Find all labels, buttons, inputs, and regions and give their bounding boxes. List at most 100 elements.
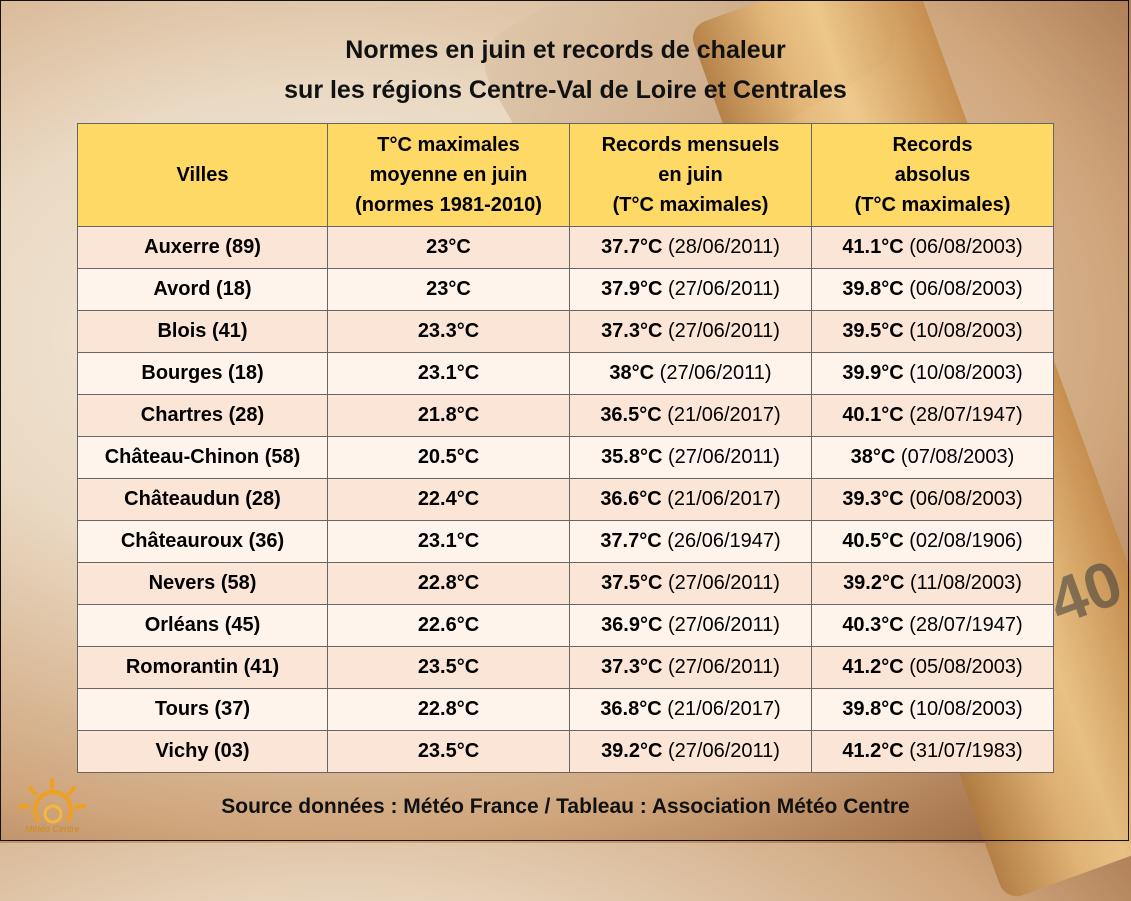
header-monthly-record: Records mensuels en juin (T°C maximales) — [569, 123, 812, 227]
city-cell: Châteauroux (36) — [77, 520, 328, 563]
monthly-record-cell: 37.9°C (27/06/2011) — [569, 268, 812, 311]
monthly-record-value: 37.7°C — [601, 236, 663, 258]
header-norm-line: moyenne en juin — [369, 164, 528, 186]
table-row: Vichy (03) 23.5°C 39.2°C (27/06/2011) 41.2°… — [77, 730, 1054, 773]
absolute-record-value: 40.3°C — [842, 614, 904, 636]
norm-cell: 22.4°C — [327, 478, 570, 521]
header-absolute-line: absolus — [894, 164, 971, 186]
header-absolute-line: (T°C maximales) — [854, 194, 1011, 216]
table-row: Nevers (58) 22.8°C 37.5°C (27/06/2011) 39.2… — [77, 562, 1054, 605]
absolute-record-date: (06/08/2003) — [909, 236, 1023, 258]
table-row: Chartres (28) 21.8°C 36.5°C (21/06/2017) 40… — [77, 394, 1054, 437]
city-cell: Tours (37) — [77, 688, 328, 731]
monthly-record-value: 37.5°C — [601, 572, 663, 594]
table-row: Blois (41) 23.3°C 37.3°C (27/06/2011) 39.5°… — [77, 310, 1054, 353]
city-cell: Auxerre (89) — [77, 226, 328, 269]
city-cell: Châteaudun (28) — [77, 478, 328, 521]
table-row: Auxerre (89) 23°C 37.7°C (28/06/2011) 41.1°… — [77, 226, 1054, 269]
monthly-record-value: 38°C — [609, 362, 655, 384]
monthly-record-cell: 39.2°C (27/06/2011) — [569, 730, 812, 773]
norm-cell: 23.1°C — [327, 520, 570, 563]
title-line-1: Normes en juin et records de chaleur — [345, 36, 786, 64]
source-note: Source données : Météo France / Tableau … — [221, 795, 910, 818]
absolute-record-cell: 40.5°C (02/08/1906) — [811, 520, 1054, 563]
header-norm: T°C maximales moyenne en juin (normes 19… — [327, 123, 570, 227]
monthly-record-value: 37.9°C — [601, 278, 663, 300]
absolute-record-cell: 39.3°C (06/08/2003) — [811, 478, 1054, 521]
norm-cell: 23°C — [327, 226, 570, 269]
page-frame — [0, 0, 1129, 841]
header-city: Villes — [77, 123, 328, 227]
absolute-record-value: 40.1°C — [842, 404, 904, 426]
monthly-record-date: (27/06/2011) — [659, 362, 772, 384]
norm-cell: 22.8°C — [327, 688, 570, 731]
norm-cell: 23°C — [327, 268, 570, 311]
sun-icon — [18, 778, 86, 824]
monthly-record-value: 37.3°C — [601, 656, 663, 678]
absolute-record-value: 41.2°C — [842, 656, 904, 678]
table-header-row: Villes T°C maximales moyenne en juin (no… — [77, 123, 1054, 227]
header-absolute-record: Records absolus (T°C maximales) — [811, 123, 1054, 227]
monthly-record-date: (26/06/1947) — [667, 530, 781, 552]
absolute-record-date: (31/07/1983) — [909, 740, 1023, 762]
table-row: Château-Chinon (58) 20.5°C 35.8°C (27/06/2… — [77, 436, 1054, 479]
norm-cell: 23.3°C — [327, 310, 570, 353]
monthly-record-cell: 37.3°C (27/06/2011) — [569, 646, 812, 689]
absolute-record-date: (10/08/2003) — [909, 698, 1023, 720]
header-monthly-line: Records mensuels — [601, 134, 780, 156]
absolute-record-cell: 41.2°C (31/07/1983) — [811, 730, 1054, 773]
absolute-record-date: (07/08/2003) — [900, 446, 1015, 468]
absolute-record-date: (28/07/1947) — [909, 614, 1023, 636]
norm-cell: 23.5°C — [327, 730, 570, 773]
records-table: Villes T°C maximales moyenne en juin (no… — [77, 123, 1054, 773]
page-title: Normes en juin et records de chaleur sur… — [0, 30, 1131, 110]
absolute-record-value: 39.5°C — [842, 320, 904, 342]
absolute-record-date: (06/08/2003) — [909, 488, 1023, 510]
table-row: Bourges (18) 23.1°C 38°C (27/06/2011) 39.9°… — [77, 352, 1054, 395]
table-row: Tours (37) 22.8°C 36.8°C (21/06/2017) 39.8°… — [77, 688, 1054, 731]
monthly-record-cell: 36.5°C (21/06/2017) — [569, 394, 812, 437]
city-cell: Vichy (03) — [77, 730, 328, 773]
absolute-record-value: 41.1°C — [842, 236, 904, 258]
monthly-record-date: (21/06/2017) — [667, 488, 781, 510]
header-absolute-line: Records — [892, 134, 973, 156]
absolute-record-cell: 39.5°C (10/08/2003) — [811, 310, 1054, 353]
monthly-record-cell: 37.7°C (28/06/2011) — [569, 226, 812, 269]
city-cell: Chartres (28) — [77, 394, 328, 437]
absolute-record-date: (06/08/2003) — [909, 278, 1023, 300]
absolute-record-cell: 39.8°C (10/08/2003) — [811, 688, 1054, 731]
monthly-record-date: (27/06/2011) — [668, 614, 780, 636]
norm-cell: 23.5°C — [327, 646, 570, 689]
city-cell: Nevers (58) — [77, 562, 328, 605]
monthly-record-date: (27/06/2011) — [668, 320, 780, 342]
monthly-record-value: 37.7°C — [600, 530, 662, 552]
absolute-record-cell: 40.1°C (28/07/1947) — [811, 394, 1054, 437]
absolute-record-value: 38°C — [850, 446, 896, 468]
monthly-record-date: (21/06/2017) — [667, 404, 781, 426]
norm-cell: 20.5°C — [327, 436, 570, 479]
absolute-record-date: (02/08/1906) — [909, 530, 1023, 552]
absolute-record-value: 41.2°C — [842, 740, 904, 762]
monthly-record-value: 36.6°C — [600, 488, 662, 510]
monthly-record-date: (28/06/2011) — [668, 236, 780, 258]
absolute-record-value: 39.8°C — [842, 698, 904, 720]
monthly-record-value: 36.9°C — [601, 614, 663, 636]
absolute-record-cell: 41.2°C (05/08/2003) — [811, 646, 1054, 689]
absolute-record-cell: 39.8°C (06/08/2003) — [811, 268, 1054, 311]
monthly-record-value: 36.8°C — [600, 698, 662, 720]
city-cell: Bourges (18) — [77, 352, 328, 395]
absolute-record-date: (11/08/2003) — [910, 572, 1022, 594]
monthly-record-date: (27/06/2011) — [668, 740, 780, 762]
logo-text: Météo Centre — [25, 824, 80, 834]
absolute-record-value: 40.5°C — [842, 530, 904, 552]
header-monthly-line: en juin — [658, 164, 723, 186]
monthly-record-cell: 36.8°C (21/06/2017) — [569, 688, 812, 731]
absolute-record-value: 39.3°C — [842, 488, 904, 510]
city-cell: Orléans (45) — [77, 604, 328, 647]
title-line-2: sur les régions Centre-Val de Loire et C… — [284, 76, 847, 104]
monthly-record-cell: 35.8°C (27/06/2011) — [569, 436, 812, 479]
norm-cell: 23.1°C — [327, 352, 570, 395]
norm-cell: 22.6°C — [327, 604, 570, 647]
header-monthly-line: (T°C maximales) — [612, 194, 769, 216]
monthly-record-date: (27/06/2011) — [668, 446, 780, 468]
